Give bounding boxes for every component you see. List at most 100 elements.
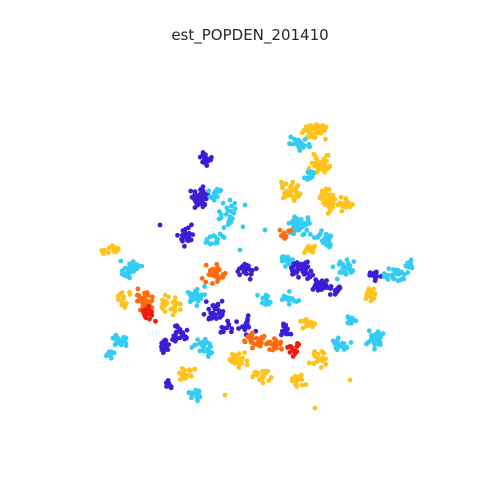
map-point: [340, 270, 346, 275]
map-point: [216, 310, 222, 316]
map-point: [232, 206, 238, 212]
map-point: [242, 327, 248, 333]
map-point: [153, 318, 158, 324]
map-point: [375, 329, 381, 335]
map-point: [337, 285, 343, 291]
map-point: [331, 196, 337, 202]
map-point: [186, 230, 192, 236]
map-point: [330, 264, 336, 270]
map-point: [218, 215, 224, 221]
map-point: [395, 278, 401, 284]
map-point: [206, 188, 212, 194]
map-point: [296, 374, 302, 379]
map-point: [301, 127, 307, 133]
map-point: [266, 378, 272, 384]
map-point: [369, 335, 375, 341]
map-point: [326, 165, 332, 171]
map-point: [300, 232, 306, 238]
map-point: [214, 270, 220, 276]
map-point: [330, 204, 336, 210]
map-point: [347, 377, 353, 383]
map-point: [401, 272, 407, 277]
map-point: [319, 188, 325, 194]
map-point: [202, 336, 208, 342]
map-point: [203, 299, 209, 304]
map-point: [182, 243, 187, 249]
map-point: [121, 296, 126, 302]
map-point: [189, 373, 194, 379]
map-point: [178, 377, 183, 382]
map-point: [368, 298, 374, 304]
map-point: [290, 354, 296, 359]
map-point: [177, 335, 183, 341]
map-point: [194, 303, 200, 309]
map-point: [363, 296, 369, 301]
map-point: [294, 299, 299, 304]
map-title: est_POPDEN_201410: [171, 26, 329, 44]
map-point: [348, 340, 354, 345]
map-point: [219, 324, 225, 330]
map-point: [334, 339, 340, 344]
map-point: [160, 297, 165, 303]
map-point: [310, 361, 316, 366]
map-point: [138, 296, 143, 301]
map-point: [290, 376, 295, 381]
map-point: [278, 339, 284, 345]
map-point: [186, 390, 192, 396]
map-point: [321, 156, 327, 162]
map-point: [310, 245, 316, 250]
map-point: [288, 344, 294, 349]
map-point: [350, 202, 355, 207]
map-point: [282, 328, 288, 333]
map-point: [250, 336, 255, 341]
map-point: [291, 136, 297, 142]
map-point: [203, 196, 209, 202]
map-point: [386, 266, 392, 271]
map-point: [280, 183, 285, 188]
map-point: [296, 140, 302, 146]
map-point: [295, 191, 301, 196]
map-point: [192, 197, 198, 202]
map-point: [205, 158, 211, 164]
map-point: [108, 355, 114, 361]
map-point: [308, 170, 314, 176]
map-point: [334, 347, 340, 353]
map-point: [282, 194, 288, 200]
map-point: [192, 189, 198, 195]
map-point: [122, 304, 128, 310]
map-point: [224, 325, 230, 331]
map-point: [319, 192, 324, 198]
map-point: [381, 274, 387, 279]
map-point: [344, 266, 350, 271]
map-point: [396, 271, 402, 277]
map-point: [248, 271, 254, 277]
map-point: [135, 286, 141, 292]
map-point: [119, 301, 125, 307]
map-point: [305, 175, 311, 181]
map-point: [197, 348, 203, 354]
map-point: [204, 163, 210, 168]
map-point: [227, 357, 233, 362]
map-point: [345, 320, 351, 326]
map-point: [391, 271, 397, 277]
map-point: [305, 259, 310, 265]
map-point: [315, 234, 321, 240]
map-point: [244, 320, 249, 326]
map-point: [220, 274, 226, 280]
map-point: [304, 227, 310, 233]
map-point: [307, 221, 312, 226]
map-point: [175, 232, 180, 238]
map-point: [344, 199, 350, 204]
map-point: [336, 262, 342, 267]
map-point: [177, 301, 183, 307]
map-point: [312, 284, 317, 290]
map-point: [290, 257, 296, 262]
map-point: [310, 126, 315, 132]
map-point: [200, 204, 206, 210]
map-point: [300, 325, 306, 331]
map-point: [380, 331, 386, 337]
map-point: [242, 350, 248, 355]
map-point: [168, 385, 174, 390]
map-point: [408, 257, 414, 263]
map-point: [324, 153, 329, 158]
